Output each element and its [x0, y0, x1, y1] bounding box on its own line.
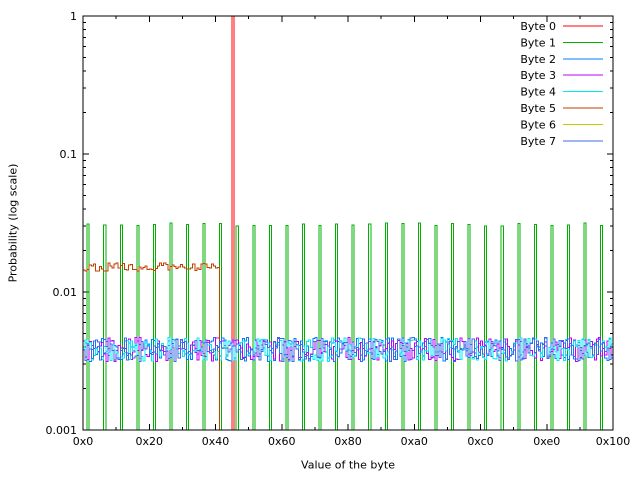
- plot-border: [82, 15, 614, 431]
- legend-label: Byte 6: [520, 118, 556, 131]
- legend-label: Byte 7: [520, 135, 556, 148]
- x-tick-label: 0x80: [334, 435, 362, 448]
- y-tick-label: 1: [70, 10, 77, 23]
- x-tick-label: 0xe0: [533, 435, 560, 448]
- x-axis-title: Value of the byte: [301, 458, 395, 472]
- y-tick-label: 0.01: [53, 286, 78, 299]
- x-tick-label: 0x100: [596, 435, 631, 448]
- legend-label: Byte 2: [520, 53, 556, 66]
- series-byte-5: [83, 262, 221, 430]
- legend-label: Byte 4: [520, 86, 556, 99]
- y-axis-title: Probability (log scale): [6, 163, 20, 283]
- legend-label: Byte 5: [520, 102, 556, 115]
- x-tick-label: 0x60: [268, 435, 296, 448]
- y-tick-label: 0.001: [46, 424, 78, 437]
- x-tick-label: 0x40: [202, 435, 230, 448]
- x-tick-label: 0x20: [135, 435, 163, 448]
- legend-label: Byte 1: [520, 36, 556, 49]
- x-tick-label: 0xa0: [401, 435, 428, 448]
- y-tick-label: 0.1: [60, 148, 78, 161]
- legend-label: Byte 3: [520, 69, 556, 82]
- series-byte-7: [83, 337, 613, 363]
- x-tick-label: 0x0: [73, 435, 94, 448]
- x-tick-label: 0xc0: [467, 435, 493, 448]
- series-byte-1: [86, 222, 604, 430]
- legend-label: Byte 0: [520, 20, 556, 33]
